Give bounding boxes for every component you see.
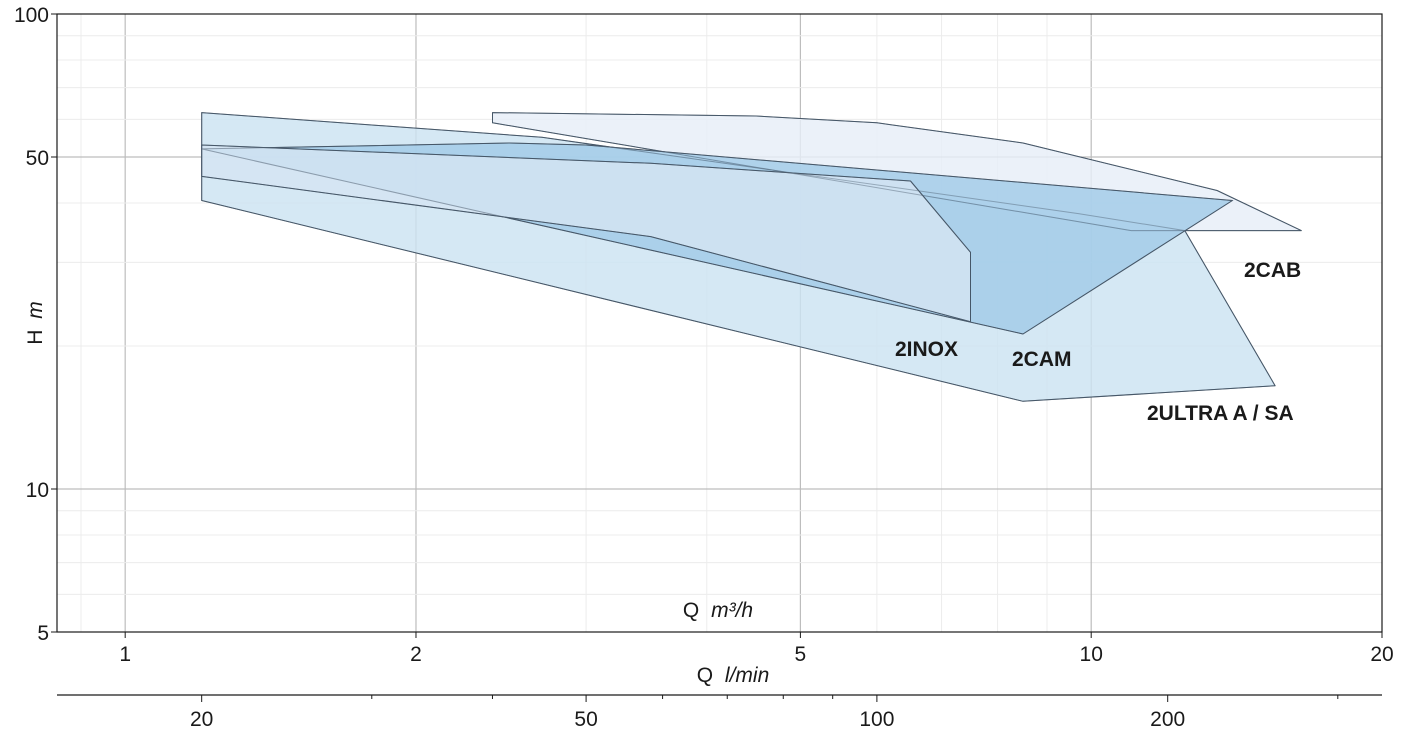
y-tick-label: 50 — [26, 147, 49, 170]
secondary-x-tick-label: 200 — [1150, 708, 1185, 731]
x-tick-label: 10 — [1080, 643, 1103, 666]
series-labels: 2ULTRA A / SA 2CAB 2CAM 2INOX — [895, 259, 1301, 425]
axis-ticks: 1 2 5 10 20 5 10 50 100 20 50 100 200 — [14, 4, 1394, 731]
series-outline-2ultra-a-sa — [201, 112, 1276, 402]
plot-frame — [56, 13, 1383, 633]
secondary-x-tick-label: 20 — [190, 708, 213, 731]
x-tick-label: 2 — [410, 643, 422, 666]
series-outline-2inox — [201, 144, 971, 323]
secondary-x-tick-label: 100 — [859, 708, 894, 731]
series-areas — [201, 112, 1302, 402]
y-axis-title-unit: m — [24, 301, 47, 319]
x-axis-title: Q m³/h — [683, 599, 753, 622]
x-axis-title-unit: m³/h — [711, 599, 753, 622]
secondary-x-axis-title-unit: l/min — [725, 664, 769, 687]
series-outline-2cam — [201, 142, 1234, 335]
secondary-x-axis-title-prefix: Q — [697, 664, 713, 687]
x-tick-label: 5 — [795, 643, 807, 666]
y-axis-title-prefix: H — [24, 330, 47, 345]
y-tick-label: 100 — [14, 4, 49, 27]
series-label-2cab: 2CAB — [1244, 259, 1301, 282]
x-axis-title-prefix: Q — [683, 599, 699, 622]
y-axis-title: H m — [24, 301, 47, 345]
series-outline-2cab — [492, 112, 1302, 232]
series-label-2inox: 2INOX — [895, 338, 958, 361]
secondary-x-axis-title: Q l/min — [697, 664, 770, 687]
x-tick-label: 1 — [119, 643, 131, 666]
series-area-2inox — [201, 144, 971, 323]
y-tick-label: 10 — [26, 479, 49, 502]
secondary-x-tick-label: 50 — [574, 708, 597, 731]
series-label-2cam: 2CAM — [1012, 348, 1072, 371]
y-tick-label: 5 — [37, 622, 49, 645]
overlay-lines — [201, 112, 1302, 402]
x-tick-label: 20 — [1370, 643, 1393, 666]
series-label-2ultra-a-sa: 2ULTRA A / SA — [1147, 402, 1294, 425]
